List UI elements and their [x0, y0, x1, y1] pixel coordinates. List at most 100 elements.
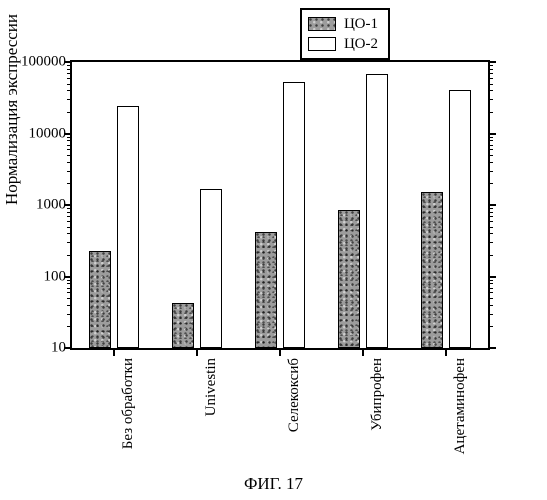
- y-minor-tick: [488, 73, 493, 74]
- bar-series-1: [172, 303, 194, 348]
- bar-series-1: [255, 232, 277, 348]
- y-minor-tick: [67, 155, 72, 156]
- legend-swatch-series-1: [308, 17, 336, 31]
- y-minor-tick: [67, 112, 72, 113]
- y-minor-tick: [488, 227, 493, 228]
- y-minor-tick: [488, 208, 493, 209]
- y-tick: [488, 204, 496, 206]
- y-minor-tick: [67, 171, 72, 172]
- y-minor-tick: [488, 288, 493, 289]
- x-tick: [445, 348, 447, 356]
- bar-series-2: [200, 189, 222, 348]
- y-minor-tick: [67, 208, 72, 209]
- y-tick-label: 10000: [10, 125, 66, 142]
- y-minor-tick: [488, 283, 493, 284]
- y-tick: [488, 347, 496, 349]
- y-minor-tick: [488, 216, 493, 217]
- x-tick-label: Убипрофен: [369, 358, 386, 498]
- y-minor-tick: [67, 90, 72, 91]
- bar-series-1: [338, 210, 360, 348]
- y-minor-tick: [488, 314, 493, 315]
- y-minor-tick: [67, 314, 72, 315]
- x-tick-label: Ацетаминофен: [452, 358, 469, 498]
- y-minor-tick: [488, 90, 493, 91]
- y-minor-tick: [67, 288, 72, 289]
- legend-label: ЦО-2: [344, 34, 378, 54]
- y-minor-tick: [488, 242, 493, 243]
- y-minor-tick: [488, 233, 493, 234]
- bar-series-2: [117, 106, 139, 348]
- y-minor-tick: [488, 78, 493, 79]
- legend-item: ЦО-1: [308, 14, 378, 34]
- legend-item: ЦО-2: [308, 34, 378, 54]
- y-minor-tick: [67, 140, 72, 141]
- y-minor-tick: [67, 183, 72, 184]
- y-minor-tick: [67, 99, 72, 100]
- y-tick-label: 10: [10, 340, 66, 357]
- y-minor-tick: [67, 216, 72, 217]
- y-minor-tick: [488, 171, 493, 172]
- y-tick-label: 1000: [10, 197, 66, 214]
- y-minor-tick: [488, 162, 493, 163]
- y-minor-tick: [488, 137, 493, 138]
- x-tick: [196, 348, 198, 356]
- y-minor-tick: [67, 255, 72, 256]
- y-minor-tick: [67, 283, 72, 284]
- y-minor-tick: [488, 305, 493, 306]
- y-minor-tick: [488, 65, 493, 66]
- y-tick-label: 100000: [10, 54, 66, 71]
- y-minor-tick: [67, 221, 72, 222]
- y-minor-tick: [67, 149, 72, 150]
- y-minor-tick: [488, 298, 493, 299]
- y-minor-tick: [67, 84, 72, 85]
- y-minor-tick: [67, 227, 72, 228]
- y-minor-tick: [488, 140, 493, 141]
- y-minor-tick: [67, 162, 72, 163]
- y-minor-tick: [488, 84, 493, 85]
- y-tick-label: 100: [10, 268, 66, 285]
- y-minor-tick: [488, 280, 493, 281]
- x-tick-label: Без обработки: [120, 358, 137, 498]
- y-minor-tick: [67, 73, 72, 74]
- y-minor-tick: [67, 65, 72, 66]
- chart-plot-area: 10100100010000100000: [70, 60, 490, 350]
- legend: ЦО-1 ЦО-2: [300, 8, 390, 60]
- bar-series-1: [89, 251, 111, 348]
- x-tick-label: Селекоксиб: [286, 358, 303, 498]
- x-tick: [113, 348, 115, 356]
- y-minor-tick: [67, 326, 72, 327]
- y-minor-tick: [67, 69, 72, 70]
- legend-label: ЦО-1: [344, 14, 378, 34]
- y-minor-tick: [488, 221, 493, 222]
- y-minor-tick: [488, 155, 493, 156]
- x-tick: [362, 348, 364, 356]
- y-minor-tick: [488, 292, 493, 293]
- y-tick: [488, 133, 496, 135]
- y-minor-tick: [67, 242, 72, 243]
- y-minor-tick: [488, 112, 493, 113]
- y-minor-tick: [67, 78, 72, 79]
- y-minor-tick: [488, 212, 493, 213]
- y-minor-tick: [488, 99, 493, 100]
- bar-series-2: [449, 90, 471, 348]
- y-tick: [488, 276, 496, 278]
- x-tick-label: Univestin: [203, 358, 220, 498]
- bar-series-1: [421, 192, 443, 348]
- y-minor-tick: [488, 69, 493, 70]
- y-minor-tick: [488, 255, 493, 256]
- y-tick: [488, 61, 496, 63]
- y-minor-tick: [488, 183, 493, 184]
- bar-series-2: [366, 74, 388, 348]
- y-minor-tick: [488, 149, 493, 150]
- y-minor-tick: [488, 145, 493, 146]
- figure-container: ЦО-1 ЦО-2 Нормализация экспрессии 101001…: [0, 0, 547, 500]
- legend-swatch-series-2: [308, 37, 336, 51]
- y-minor-tick: [67, 212, 72, 213]
- y-minor-tick: [67, 233, 72, 234]
- bar-series-2: [283, 82, 305, 348]
- x-tick: [279, 348, 281, 356]
- y-minor-tick: [488, 326, 493, 327]
- y-minor-tick: [67, 145, 72, 146]
- y-minor-tick: [67, 280, 72, 281]
- y-minor-tick: [67, 305, 72, 306]
